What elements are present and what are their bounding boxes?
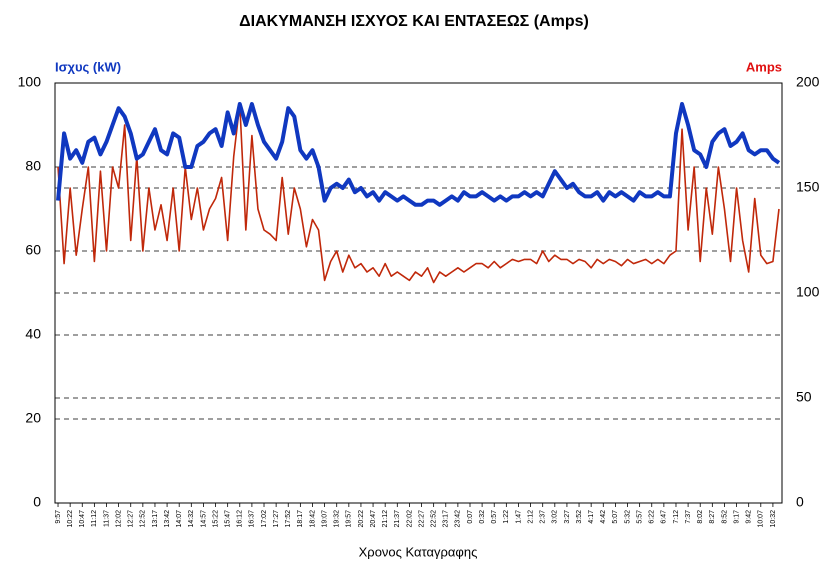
x-tick-label: 10:32 bbox=[770, 510, 777, 528]
plot-frame bbox=[54, 82, 783, 504]
x-tick-label: 16:37 bbox=[249, 510, 256, 528]
x-tick-label: 9:57 bbox=[55, 510, 62, 524]
x-tick-label: 13:17 bbox=[152, 510, 159, 528]
y2-tick-label: 200 bbox=[796, 74, 820, 90]
x-tick-label: 3:27 bbox=[564, 510, 571, 524]
x-tick-label: 20:22 bbox=[358, 510, 365, 528]
x-tick-label: 2:37 bbox=[540, 510, 547, 524]
x-tick-label: 19:32 bbox=[334, 510, 341, 528]
x-tick-label: 12:52 bbox=[140, 510, 147, 528]
x-tick-label: 19:07 bbox=[321, 510, 328, 528]
x-tick-label: 14:07 bbox=[176, 510, 183, 528]
y-tick-label: 20 bbox=[25, 410, 41, 426]
x-tick-label: 8:02 bbox=[697, 510, 704, 524]
x-tick-label: 8:52 bbox=[721, 510, 728, 524]
x-tick-label: 19:57 bbox=[346, 510, 353, 528]
x-tick-label: 15:47 bbox=[225, 510, 232, 528]
x-tick-label: 5:32 bbox=[624, 510, 631, 524]
x-tick-label: 4:42 bbox=[600, 510, 607, 524]
x-tick-label: 9:42 bbox=[746, 510, 753, 524]
x-tick-label: 22:52 bbox=[430, 510, 437, 528]
x-tick-label: 17:27 bbox=[273, 510, 280, 528]
x-tick-label: 17:52 bbox=[285, 510, 292, 528]
x-tick-label: 6:47 bbox=[661, 510, 668, 524]
x-tick-label: 0:57 bbox=[491, 510, 498, 524]
x-tick-label: 20:47 bbox=[370, 510, 377, 528]
y-tick-label: 80 bbox=[25, 158, 41, 174]
x-tick-label: 18:42 bbox=[309, 510, 316, 528]
y-tick-label: 0 bbox=[33, 494, 41, 510]
y-tick-label: 100 bbox=[18, 74, 42, 90]
x-tick-label: 3:02 bbox=[552, 510, 559, 524]
x-tick-label: 13:42 bbox=[164, 510, 171, 528]
x-tick-label: 0:32 bbox=[479, 510, 486, 524]
x-tick-label: 4:17 bbox=[588, 510, 595, 524]
x-tick-label: 10:22 bbox=[67, 510, 74, 528]
x-tick-label: 22:27 bbox=[418, 510, 425, 528]
x-tick-label: 8:27 bbox=[709, 510, 716, 524]
x-tick-label: 12:27 bbox=[128, 510, 135, 528]
x-tick-label: 5:57 bbox=[636, 510, 643, 524]
chart-title: ΔΙΑΚΥΜΑΝΣΗ ΙΣΧΥΟΣ ΚΑΙ ΕΝΤΑΣΕΩΣ (Amps) bbox=[239, 13, 589, 30]
x-tick-label: 14:32 bbox=[188, 510, 195, 528]
y-tick-label: 60 bbox=[25, 242, 41, 258]
x-tick-label: 1:47 bbox=[515, 510, 522, 524]
x-tick-label: 7:12 bbox=[673, 510, 680, 524]
y2-tick-label: 150 bbox=[796, 179, 820, 195]
data-line bbox=[57, 103, 780, 284]
x-axis-title: Χρονος Καταγραφης bbox=[359, 544, 478, 559]
y2-tick-label: 100 bbox=[796, 284, 820, 300]
x-tick-label: 22:02 bbox=[406, 510, 413, 528]
x-tick-label: 9:17 bbox=[733, 510, 740, 524]
y-axis-title: Ισχυς (kW) bbox=[55, 59, 121, 74]
x-tick-label: 23:42 bbox=[455, 510, 462, 528]
y2-axis-title: Amps bbox=[746, 59, 782, 74]
x-tick-label: 21:37 bbox=[394, 510, 401, 528]
y2-tick-label: 50 bbox=[796, 389, 812, 405]
x-tick-label: 16:12 bbox=[237, 510, 244, 528]
x-tick-label: 23:17 bbox=[443, 510, 450, 528]
x-tick-label: 12:02 bbox=[115, 510, 122, 528]
x-tick-label: 17:02 bbox=[261, 510, 268, 528]
x-tick-label: 6:22 bbox=[649, 510, 656, 524]
x-tick-label: 0:07 bbox=[467, 510, 474, 524]
x-tick-label: 11:37 bbox=[103, 510, 110, 527]
x-tick-label: 21:12 bbox=[382, 510, 389, 528]
x-tick-label: 14:57 bbox=[200, 510, 207, 528]
x-tick-label: 1:22 bbox=[503, 510, 510, 524]
x-tick-label: 18:17 bbox=[297, 510, 304, 528]
x-tick-label: 10:47 bbox=[79, 510, 86, 528]
x-tick-label: 11:12 bbox=[91, 510, 98, 527]
x-tick-label: 2:12 bbox=[527, 510, 534, 524]
x-tick-label: 15:22 bbox=[212, 510, 219, 528]
x-tick-label: 3:52 bbox=[576, 510, 583, 524]
x-tick-label: 10:07 bbox=[758, 510, 765, 528]
y2-tick-label: 0 bbox=[796, 494, 804, 510]
x-tick-label: 5:07 bbox=[612, 510, 619, 524]
x-tick-label: 7:37 bbox=[685, 510, 692, 524]
data-line bbox=[56, 102, 781, 207]
y-tick-label: 40 bbox=[25, 326, 41, 342]
